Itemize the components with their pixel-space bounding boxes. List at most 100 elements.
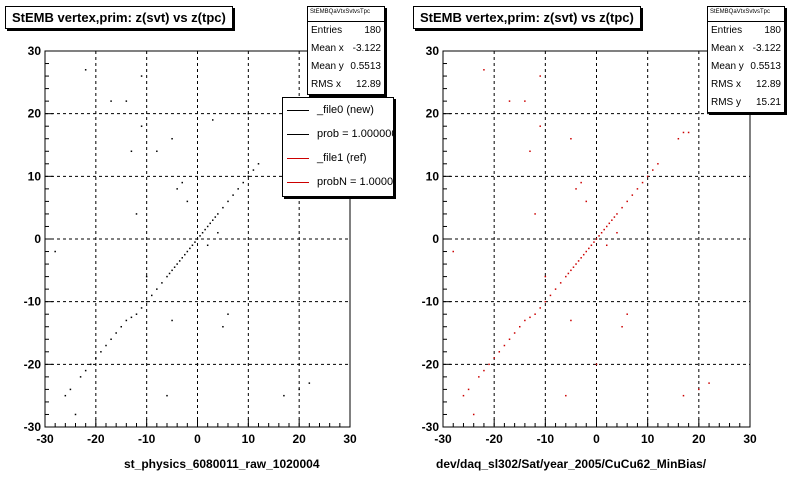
left-data-point — [212, 119, 214, 121]
right-data-point — [544, 300, 547, 303]
left-data-point — [166, 275, 168, 278]
legend-entry: prob = 1.000000 — [283, 122, 394, 146]
left-data-point — [161, 282, 163, 284]
right-data-point — [652, 169, 654, 171]
left-data-point — [184, 253, 186, 256]
left-data-point — [209, 222, 211, 225]
right-data-point — [529, 150, 531, 153]
left-data-point — [130, 150, 133, 153]
stats-value: -3.122 — [752, 43, 781, 54]
left-data-point — [178, 260, 181, 262]
left-ytick-label: -30 — [24, 420, 42, 434]
right-data-point — [603, 228, 605, 231]
left-data-point — [105, 344, 107, 347]
legend-label: prob = 1.000000 — [317, 128, 394, 140]
right-data-point — [472, 413, 475, 416]
left-data-point — [151, 294, 153, 297]
left-data-point — [156, 288, 158, 290]
right-data-point — [593, 241, 595, 243]
left-data-point — [140, 307, 143, 309]
left-ytick-label: -20 — [24, 357, 42, 371]
right-data-point — [641, 181, 644, 184]
right-xtick-label: 30 — [743, 432, 757, 446]
right-data-point — [452, 250, 454, 253]
right-xtick-label: -30 — [434, 432, 452, 446]
right-data-point — [682, 394, 685, 397]
left-data-point — [69, 388, 72, 391]
right-data-point — [524, 319, 526, 322]
legend-line-swatch — [287, 157, 309, 159]
right-data-point — [677, 137, 680, 140]
stats-row: Mean y 0.5513 — [308, 58, 384, 76]
left-ytick-label: -10 — [24, 295, 42, 309]
right-ytick-label: -20 — [422, 357, 440, 371]
right-data-point — [559, 282, 562, 284]
right-data-point — [534, 313, 536, 315]
left-data-point — [206, 225, 209, 228]
left-data-point — [145, 300, 148, 303]
left-data-point — [90, 363, 92, 366]
left-data-point — [140, 125, 143, 127]
left-data-point — [100, 351, 102, 353]
stats-value: 12.89 — [355, 79, 381, 90]
right-ytick-label: -30 — [422, 420, 440, 434]
stats-row: Mean x -3.122 — [308, 40, 384, 58]
right-xtick-label: -20 — [485, 432, 503, 446]
legend-line-swatch — [287, 133, 309, 135]
right-plot-title: StEMB vertex,prim: z(svt) vs z(tpc) — [413, 6, 641, 29]
stats-label: RMS y — [711, 97, 741, 108]
stats-label: Mean x — [711, 43, 744, 54]
legend-label: _file1 (ref) — [317, 152, 367, 164]
left-data-point — [222, 325, 224, 328]
right-data-point — [498, 351, 501, 353]
left-data-point — [166, 394, 168, 397]
left-data-point — [181, 181, 183, 184]
right-ytick-label: -10 — [422, 295, 440, 309]
legend-label: probN = 1.000000 — [317, 176, 394, 188]
right-data-point — [483, 369, 485, 372]
right-data-point — [508, 338, 511, 341]
right-data-point — [657, 163, 659, 165]
right-data-point — [565, 394, 567, 397]
left-xtick-label: 10 — [242, 432, 256, 446]
right-data-point — [577, 260, 580, 262]
left-data-point — [115, 332, 117, 334]
left-data-point — [212, 219, 214, 221]
left-data-point — [196, 238, 199, 240]
stats-label: RMS x — [311, 79, 341, 90]
right-x-label: dev/daq_sl302/Sat/year_2005/CuCu62_MinBi… — [436, 457, 707, 471]
left-data-point — [186, 200, 189, 203]
left-xtick-label: 20 — [292, 432, 306, 446]
right-data-point — [621, 206, 623, 209]
legend-line-swatch — [287, 109, 309, 111]
left-data-point — [135, 213, 138, 215]
left-data-point — [64, 394, 67, 397]
left-data-point — [227, 313, 229, 315]
legend-entry: _file1 (ref) — [283, 146, 393, 170]
left-data-point — [145, 275, 148, 278]
right-data-point — [483, 69, 485, 71]
stats-label: Mean x — [311, 43, 344, 54]
left-legend: _file0 (new) prob = 1.000000 _file1 (ref) p… — [282, 97, 394, 197]
right-data-point — [595, 363, 598, 366]
right-data-point — [513, 332, 516, 334]
left-data-point — [283, 394, 285, 397]
right-data-point — [567, 272, 570, 275]
left-xtick-label: -10 — [138, 432, 156, 446]
stats-value: 0.5513 — [350, 61, 381, 72]
right-xtick-label: 0 — [593, 432, 600, 446]
left-data-point — [252, 169, 255, 171]
right-data-point — [462, 394, 465, 397]
right-data-point — [544, 275, 547, 278]
right-data-point — [585, 200, 588, 203]
left-data-point — [110, 100, 112, 102]
left-ytick-label: 10 — [28, 169, 42, 183]
stats-row: Entries 180 — [308, 22, 384, 40]
left-data-point — [194, 241, 196, 243]
right-data-point — [549, 294, 552, 297]
right-data-point — [503, 344, 506, 347]
stats-value: 180 — [764, 25, 781, 36]
stats-label: RMS x — [711, 79, 741, 90]
right-data-point — [570, 269, 572, 272]
